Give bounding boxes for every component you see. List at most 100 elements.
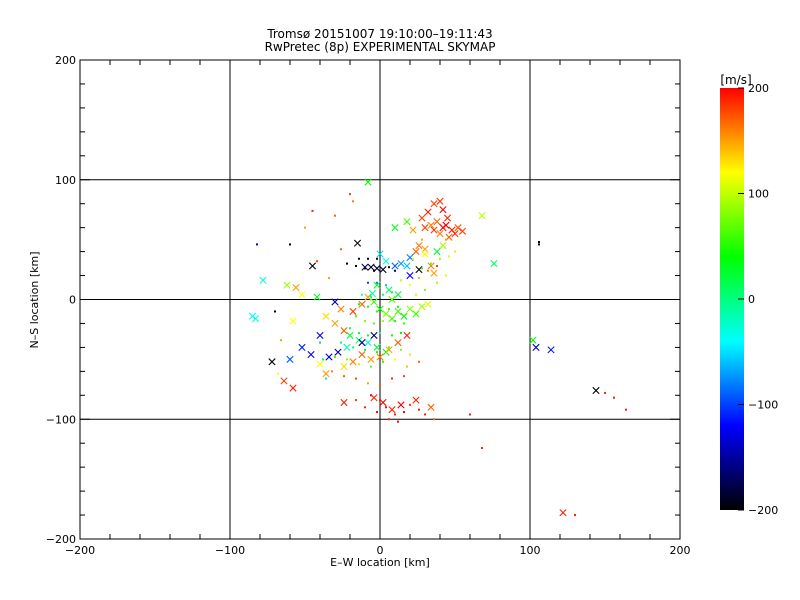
y-tick-label: 100 xyxy=(55,174,76,187)
scatter-point-dot xyxy=(352,346,354,349)
colorbar-tick-label: 100 xyxy=(748,188,769,201)
scatter-point-cross xyxy=(325,353,333,361)
scatter-point-dot xyxy=(334,355,336,358)
scatter-point-dot xyxy=(424,288,426,291)
scatter-point-dot xyxy=(409,353,411,356)
scatter-point-dot xyxy=(574,514,576,517)
scatter-point-cross xyxy=(331,298,339,306)
scatter-point-cross xyxy=(349,307,357,316)
scatter-point-cross xyxy=(532,343,540,351)
scatter-point-dot xyxy=(388,418,390,421)
scatter-point-dot xyxy=(367,305,369,308)
scatter-point-cross xyxy=(421,250,429,258)
scatter-point-dot xyxy=(364,267,366,270)
scatter-point-dot xyxy=(355,315,357,318)
colorbar-tick-label: 200 xyxy=(748,82,769,95)
colorbar-tick-label: −200 xyxy=(748,504,778,517)
scatter-point-dot xyxy=(277,372,279,375)
scatter-point-cross xyxy=(376,250,384,258)
scatter-point-cross xyxy=(367,355,375,363)
scatter-point-dot xyxy=(367,334,369,337)
scatter-point-dot xyxy=(400,348,402,351)
scatter-point-dot xyxy=(469,413,471,416)
scatter-point-cross xyxy=(427,221,435,229)
scatter-point-cross xyxy=(412,310,420,318)
scatter-point-cross xyxy=(322,312,330,320)
scatter-point-dot xyxy=(370,365,372,368)
scatter-point-dot xyxy=(439,257,441,260)
chart-title: Tromsø 20151007 19:10:00–19:11:43 xyxy=(266,27,492,41)
scatter-point-cross xyxy=(373,281,381,289)
scatter-point-dot xyxy=(391,377,393,380)
scatter-point-cross xyxy=(430,226,438,234)
scatter-point-cross xyxy=(251,315,260,323)
scatter-point-cross xyxy=(406,305,414,313)
scatter-point-cross xyxy=(340,398,348,407)
scatter-point-cross xyxy=(427,262,435,270)
scatter-point-cross xyxy=(451,230,459,238)
scatter-point-dot xyxy=(376,257,378,260)
x-tick-label: 200 xyxy=(670,544,691,557)
scatter-point-cross xyxy=(418,214,426,222)
scatter-point-dot xyxy=(256,243,258,246)
scatter-point-dot xyxy=(433,418,435,421)
scatter-point-cross xyxy=(367,263,375,271)
scatter-point-dot xyxy=(311,209,314,212)
scatter-point-cross xyxy=(397,259,405,268)
scatter-point-dot xyxy=(349,193,351,196)
scatter-point-dot xyxy=(361,293,363,296)
scatter-point-cross xyxy=(430,200,438,208)
scatter-point-dot xyxy=(346,262,348,265)
scatter-point-dot xyxy=(367,281,369,284)
scatter-point-cross xyxy=(337,305,345,313)
scatter-point-dot xyxy=(394,413,396,416)
scatter-point-cross xyxy=(370,331,378,340)
scatter-point-dot xyxy=(280,339,282,342)
scatter-point-cross xyxy=(370,298,378,306)
scatter-point-dot xyxy=(397,305,399,308)
scatter-point-dot xyxy=(394,320,396,323)
y-tick-label: 0 xyxy=(69,294,76,307)
scatter-point-cross xyxy=(400,312,408,320)
scatter-point-dot xyxy=(445,274,447,277)
scatter-point-dot xyxy=(289,243,291,246)
scatter-point-cross xyxy=(403,218,411,226)
scatter-point-cross xyxy=(289,384,297,392)
scatter-point-cross xyxy=(424,300,432,308)
scatter-point-cross xyxy=(406,271,414,280)
scatter-point-dot xyxy=(436,281,438,284)
y-tick-label: −200 xyxy=(46,533,76,546)
scatter-point-dot xyxy=(424,413,426,416)
scatter-point-cross xyxy=(313,293,321,301)
scatter-point-cross xyxy=(454,224,462,232)
scatter-point-cross xyxy=(433,248,441,256)
scatter-point-dot xyxy=(394,358,396,361)
scatter-point-dot xyxy=(346,358,348,361)
scatter-point-cross xyxy=(368,289,377,298)
axis-ticks xyxy=(79,59,681,540)
scatter-point-dot xyxy=(358,303,360,306)
chart-subtitle: RwPretec (8p) EXPERIMENTAL SKYMAP xyxy=(265,40,496,54)
scatter-point-cross xyxy=(340,327,348,335)
scatter-point-cross xyxy=(424,208,432,216)
axis-tick-labels: −200 −100 0 100 200 −200 −100 0 100 200 xyxy=(46,54,691,557)
scatter-point-dot xyxy=(367,382,369,385)
scatter-point-dot xyxy=(400,332,402,335)
scatter-point-dot xyxy=(418,360,420,363)
scatter-point-dot xyxy=(613,396,615,399)
colorbar-ticks: 200 100 0 −100 −200 xyxy=(738,82,778,517)
scatter-point-dot xyxy=(409,403,411,406)
scatter-point-cross xyxy=(397,401,405,409)
scatter-point-dot xyxy=(421,267,423,270)
scatter-point-dot xyxy=(340,341,342,344)
scatter-point-cross xyxy=(382,310,390,318)
scatter-point-dot xyxy=(418,408,420,411)
scatter-point-cross xyxy=(358,339,366,347)
scatter-point-dot xyxy=(370,296,372,299)
scatter-point-cross xyxy=(478,212,486,220)
data-points xyxy=(248,178,627,517)
x-tick-label: 100 xyxy=(520,544,541,557)
scatter-point-dot xyxy=(355,377,357,380)
scatter-point-dot xyxy=(373,322,375,325)
scatter-point-cross xyxy=(430,269,438,277)
